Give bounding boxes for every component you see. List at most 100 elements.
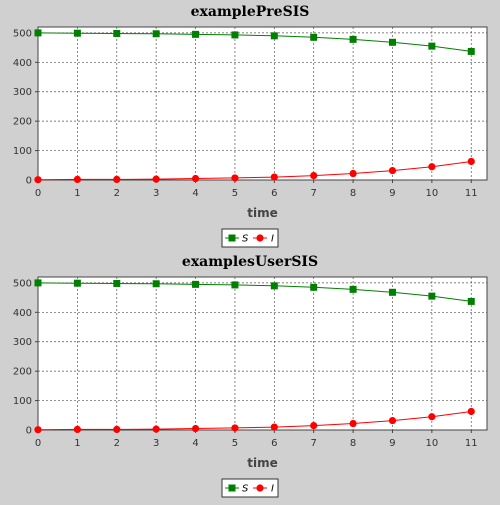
plot-area [38,27,487,180]
legend-label: I [271,484,274,495]
data-point [231,424,239,432]
data-point [113,279,121,287]
data-point [191,174,200,183]
legend-marker [228,234,236,242]
legend-label: S [242,234,249,245]
data-point [388,38,396,46]
data-point [428,292,436,300]
x-tick-label: 11 [465,438,478,449]
data-point [231,31,239,39]
series-S [34,29,475,55]
x-tick-label: 6 [271,188,277,199]
legend-marker [256,234,264,242]
x-tick-label: 4 [192,438,198,449]
x-tick-label: 7 [311,438,317,449]
data-point [349,169,357,178]
data-point [388,166,397,175]
x-tick-label: 2 [114,438,120,449]
plot-area [38,277,487,430]
data-point [152,30,160,38]
x-tick-label: 8 [350,438,356,449]
legend-marker [256,484,264,492]
data-point [388,416,397,425]
data-point [349,285,357,293]
data-point [73,175,81,184]
data-point [113,29,121,37]
y-tick-label: 500 [13,28,32,39]
data-point [152,175,160,183]
data-point [113,175,121,184]
data-point [467,157,475,166]
data-point [191,424,200,433]
x-tick-label: 6 [271,438,277,449]
y-tick-label: 200 [13,367,32,378]
data-point [310,421,318,430]
x-axis-label: time [247,456,278,470]
data-point [428,413,436,421]
data-point [152,280,160,288]
data-point [34,279,42,287]
x-tick-label: 3 [153,438,159,449]
data-point [231,174,239,182]
data-point [270,32,278,40]
data-point [310,33,318,41]
data-point [388,288,396,296]
x-tick-label: 0 [35,438,41,449]
data-point [113,425,121,434]
y-tick-label: 200 [13,117,32,128]
data-point [310,283,318,291]
data-point [192,30,200,38]
legend-label: S [242,484,249,495]
data-point [270,173,278,181]
y-tick-label: 300 [13,87,32,98]
data-point [34,426,42,434]
series-I [34,157,475,184]
x-tick-label: 10 [425,188,438,199]
x-tick-label: 1 [74,188,80,199]
data-point [310,171,318,180]
plot-border [37,26,488,181]
data-point [467,47,475,55]
y-tick-label: 500 [13,278,32,289]
x-tick-label: 9 [389,188,395,199]
legend-box [221,478,279,498]
x-tick-label: 8 [350,188,356,199]
x-tick-label: 2 [114,188,120,199]
x-tick-label: 10 [425,438,438,449]
chart-2: examplesUserSIS 0 100 200 300 400 500 0 1 2 3 4 5 6 7 8… [13,254,488,498]
x-tick-label: 5 [232,438,238,449]
y-tick-label: 0 [26,426,32,437]
series-line [37,161,472,181]
data-point [152,425,160,433]
data-point [73,279,81,287]
series-line [37,32,472,52]
data-point [349,35,357,43]
data-point [34,29,42,37]
y-tick-label: 300 [13,337,32,348]
data-point [192,280,200,288]
plot-border [37,276,488,431]
x-axis-label: time [247,206,278,220]
data-point [428,163,436,171]
data-point [349,419,357,428]
legend-label: I [271,234,274,245]
series-I [34,407,475,434]
x-tick-label: 1 [74,438,80,449]
legend-box [221,228,279,248]
data-point [428,42,436,50]
chart-title: examplePreSIS [191,4,310,20]
data-point [467,407,475,416]
x-tick-label: 3 [153,188,159,199]
y-tick-label: 400 [13,58,32,69]
data-point [34,176,42,184]
data-point [270,282,278,290]
data-point [270,423,278,431]
x-tick-label: 4 [192,188,198,199]
series-line [37,411,472,431]
y-tick-label: 100 [13,396,32,407]
chart-title: examplesUserSIS [182,254,318,270]
y-tick-label: 100 [13,146,32,157]
